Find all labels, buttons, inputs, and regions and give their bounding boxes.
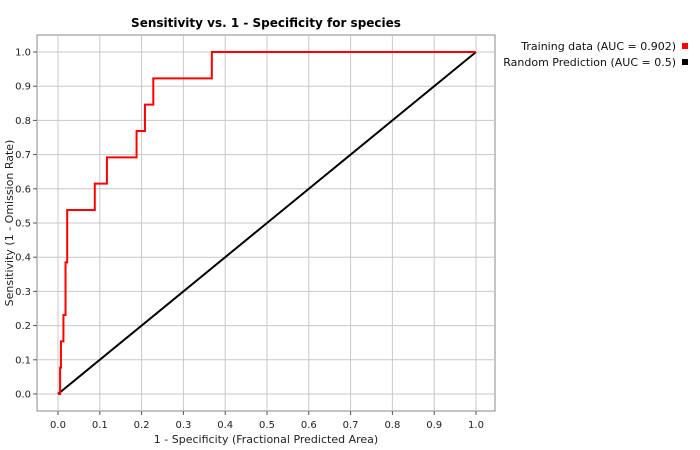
x-tick-label: 0.1 (92, 420, 108, 431)
y-tick-label: 0.0 (15, 390, 31, 401)
y-tick-label: 0.4 (15, 253, 31, 264)
y-tick-label: 0.8 (15, 116, 31, 127)
random-prediction-line (57, 51, 477, 395)
legend-swatch (682, 43, 688, 49)
training-data-line (58, 51, 476, 395)
x-tick-label: 0.2 (134, 420, 150, 431)
y-tick-label: 0.2 (15, 321, 31, 332)
y-tick-label: 1.0 (15, 48, 31, 59)
legend-swatch (682, 59, 688, 65)
series-layer (57, 51, 477, 395)
y-tick-label: 0.9 (15, 82, 31, 93)
x-tick-label: 0.9 (426, 420, 442, 431)
x-tick-label: 0.8 (384, 420, 400, 431)
x-tick-label: 0.5 (259, 420, 275, 431)
y-tick-label: 0.7 (15, 150, 31, 161)
y-tick-label: 0.1 (15, 355, 31, 366)
y-axis-label: Sensitivity (1 - Omission Rate) (3, 140, 16, 307)
y-axis-ticks: 0.0 0.1 0.2 0.3 0.4 0.5 0.6 0.7 0.8 0.9 1.0 (15, 48, 37, 401)
x-tick-label: 1.0 (468, 420, 484, 431)
legend-label: Random Prediction (AUC = 0.5) (503, 56, 676, 69)
y-tick-label: 0.3 (15, 287, 31, 298)
y-tick-label: 0.6 (15, 184, 31, 195)
y-tick-label: 0.5 (15, 219, 31, 230)
x-tick-label: 0.4 (217, 420, 233, 431)
grid-lines (37, 35, 495, 411)
x-tick-label: 0.0 (50, 420, 66, 431)
x-tick-label: 0.6 (301, 420, 317, 431)
legend-label: Training data (AUC = 0.902) (520, 40, 676, 53)
x-axis-ticks: 0.0 0.1 0.2 0.3 0.4 0.5 0.6 0.7 0.8 0.9 1.0 (50, 411, 484, 431)
x-tick-label: 0.7 (343, 420, 359, 431)
chart-title: Sensitivity vs. 1 - Specificity for spec… (131, 16, 401, 30)
legend: Training data (AUC = 0.902) Random Predic… (503, 40, 688, 69)
x-tick-label: 0.3 (175, 420, 191, 431)
x-axis-label: 1 - Specificity (Fractional Predicted Ar… (154, 433, 378, 446)
